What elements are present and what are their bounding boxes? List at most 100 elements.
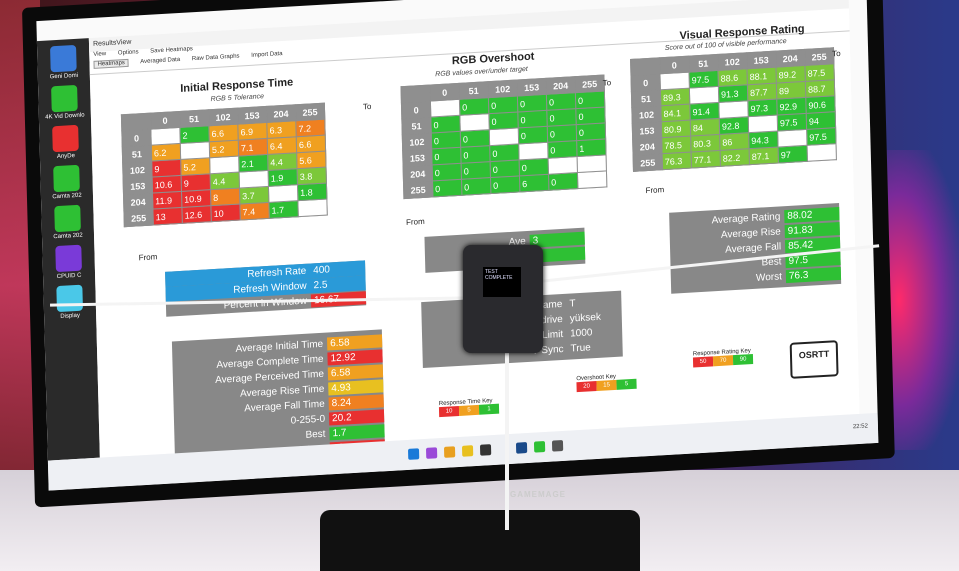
desktop-icon[interactable]: CPUID C bbox=[48, 244, 89, 280]
settings-icon[interactable] bbox=[551, 439, 564, 452]
desktop-icon[interactable]: Camta 202 bbox=[47, 204, 88, 240]
tab-heatmaps[interactable]: Heatmaps bbox=[93, 58, 130, 69]
heatmap-cell: 77.1 bbox=[691, 150, 721, 168]
initial-response-heatmap: 0 51 102 153 204 255 0 2 6.6 6.9 6.3 7.2 51 6.2 5.2 7.1… bbox=[120, 102, 328, 228]
tab-import-data[interactable]: Import Data bbox=[251, 51, 283, 59]
overshoot-to-label: To bbox=[602, 78, 612, 88]
initial-to-label: To bbox=[362, 101, 372, 112]
heatmap-cell: 11.9 bbox=[152, 191, 182, 210]
heatmap-cell: 91.4 bbox=[689, 102, 720, 121]
heatmap-col-header: 204 bbox=[775, 49, 805, 68]
results-view-window: ResultsView View Options Save Heatmaps H… bbox=[88, 0, 860, 470]
key-box: 10 bbox=[438, 405, 460, 418]
heatmap-cell: 0 bbox=[547, 124, 577, 143]
overshoot-from-label: From bbox=[405, 216, 425, 227]
heatmap-cell: 6.4 bbox=[267, 136, 297, 155]
app-icon[interactable] bbox=[425, 447, 438, 459]
heatmap-col-header: 102 bbox=[487, 80, 518, 98]
response-rating-key: Response Rating Key 50 70 90 bbox=[692, 348, 754, 368]
heatmap-cell bbox=[807, 143, 837, 162]
spotify-icon[interactable] bbox=[533, 441, 546, 453]
desktop-icon[interactable]: 4K Vid Downlo bbox=[44, 84, 85, 121]
menu-view[interactable]: View bbox=[93, 51, 107, 58]
heatmap-row-header: 153 bbox=[632, 121, 662, 140]
heatmap-cell: 0 bbox=[430, 115, 461, 133]
heatmap-row-header: 153 bbox=[123, 177, 153, 195]
heatmap-cell: 7.2 bbox=[295, 119, 326, 137]
heatmap-cell: 88.1 bbox=[746, 67, 777, 85]
desktop-app-icon bbox=[50, 44, 77, 73]
heatmap-cell bbox=[777, 129, 808, 148]
desktop-icon[interactable]: Camta 202 bbox=[46, 164, 87, 200]
start-icon[interactable] bbox=[407, 448, 420, 460]
desktop-icon[interactable]: Geni Domi bbox=[43, 44, 84, 80]
desktop-app-icon bbox=[51, 84, 78, 113]
osrtt-logo: OSRTT bbox=[789, 340, 839, 379]
heatmap-col-header: 51 bbox=[688, 54, 718, 73]
heatmap-cell bbox=[430, 99, 460, 117]
key-box: 50 bbox=[692, 356, 714, 368]
heatmap-cell: 10.6 bbox=[152, 175, 182, 194]
heatmap-cell: 5.6 bbox=[296, 151, 327, 169]
folder-icon[interactable] bbox=[461, 445, 474, 457]
heatmap-row-header: 255 bbox=[403, 180, 433, 199]
heatmap-cell: 97.5 bbox=[777, 113, 807, 132]
heatmap-cell: 0 bbox=[490, 175, 520, 194]
terminal-icon[interactable] bbox=[479, 444, 492, 456]
heatmap-cell: 78.5 bbox=[661, 136, 692, 154]
heatmap-cell: 0 bbox=[517, 94, 547, 112]
menu-options[interactable]: Options bbox=[117, 49, 139, 57]
heatmap-cell: 80.9 bbox=[661, 120, 691, 138]
heatmap-col-header: 255 bbox=[295, 103, 325, 121]
desktop-icon-label: Camta 202 bbox=[53, 232, 83, 241]
heatmap-cell bbox=[689, 86, 719, 105]
heatmap-cell: 9 bbox=[151, 159, 182, 178]
heatmap-cell: 86 bbox=[719, 132, 750, 151]
heatmap-col-header: 51 bbox=[179, 109, 209, 128]
heatmap-cell: 0 bbox=[488, 111, 519, 130]
heatmap-row-header: 204 bbox=[632, 137, 663, 156]
tray-clock: 22:52 bbox=[852, 423, 869, 431]
key-box: 5 bbox=[616, 378, 637, 390]
heatmap-cell: 91.3 bbox=[718, 84, 748, 103]
heatmap-col-header: 0 bbox=[150, 111, 180, 130]
tab-raw-data-graphs[interactable]: Raw Data Graphs bbox=[191, 53, 240, 63]
heatmap-row-header: 102 bbox=[631, 105, 662, 124]
steam-icon[interactable] bbox=[515, 442, 528, 454]
heatmap-cell bbox=[548, 156, 578, 175]
heatmap-row-header: 0 bbox=[121, 129, 152, 147]
heatmap-cell bbox=[150, 127, 181, 146]
heatmap-cell: 0 bbox=[548, 172, 578, 191]
monitor: Geni Domi 4K Vid Downlo AnyDe Camta 202 Camt… bbox=[22, 0, 895, 508]
heatmap-cell: 87.5 bbox=[804, 63, 835, 82]
desktop-icon-label: Geni Domi bbox=[49, 72, 79, 81]
heatmap-cell: 0 bbox=[460, 145, 491, 164]
heatmap-cell: 6.6 bbox=[296, 135, 326, 153]
chrome-icon[interactable] bbox=[443, 446, 456, 458]
heatmap-col-header: 204 bbox=[545, 76, 576, 95]
heatmap-cell: 88.7 bbox=[805, 79, 835, 98]
heatmap-cell bbox=[748, 115, 778, 133]
heatmap-corner bbox=[401, 85, 431, 103]
desktop-icon-label: 4K Vid Downlo bbox=[45, 112, 85, 121]
usb-cable bbox=[505, 350, 509, 530]
heatmap-row-header: 0 bbox=[401, 101, 431, 119]
visual-from-label: From bbox=[645, 185, 665, 196]
heatmap-cell: 9 bbox=[181, 173, 211, 192]
heatmap-cell: 76.3 bbox=[662, 152, 692, 170]
heatmap-cell: 88.6 bbox=[717, 68, 748, 87]
desktop-icon[interactable]: AnyDe bbox=[45, 124, 86, 160]
heatmap-cell: 2 bbox=[179, 125, 210, 144]
heatmap-col-header: 153 bbox=[516, 78, 547, 96]
heatmap-cell: 0 bbox=[517, 110, 548, 128]
heatmap-cell: 7.4 bbox=[239, 202, 270, 220]
menu-save-heatmaps[interactable]: Save Heatmaps bbox=[150, 46, 193, 55]
desktop-app-icon bbox=[53, 164, 80, 193]
heatmap-col-header: 255 bbox=[574, 75, 605, 93]
heatmap-cell: 0 bbox=[461, 161, 491, 180]
heatmap-cell: 0 bbox=[432, 163, 462, 181]
heatmap-cell: 1.8 bbox=[297, 183, 327, 201]
heatmap-row-header: 255 bbox=[123, 209, 154, 227]
desktop-app-icon bbox=[55, 244, 82, 273]
tab-averaged-data[interactable]: Averaged Data bbox=[140, 56, 181, 66]
